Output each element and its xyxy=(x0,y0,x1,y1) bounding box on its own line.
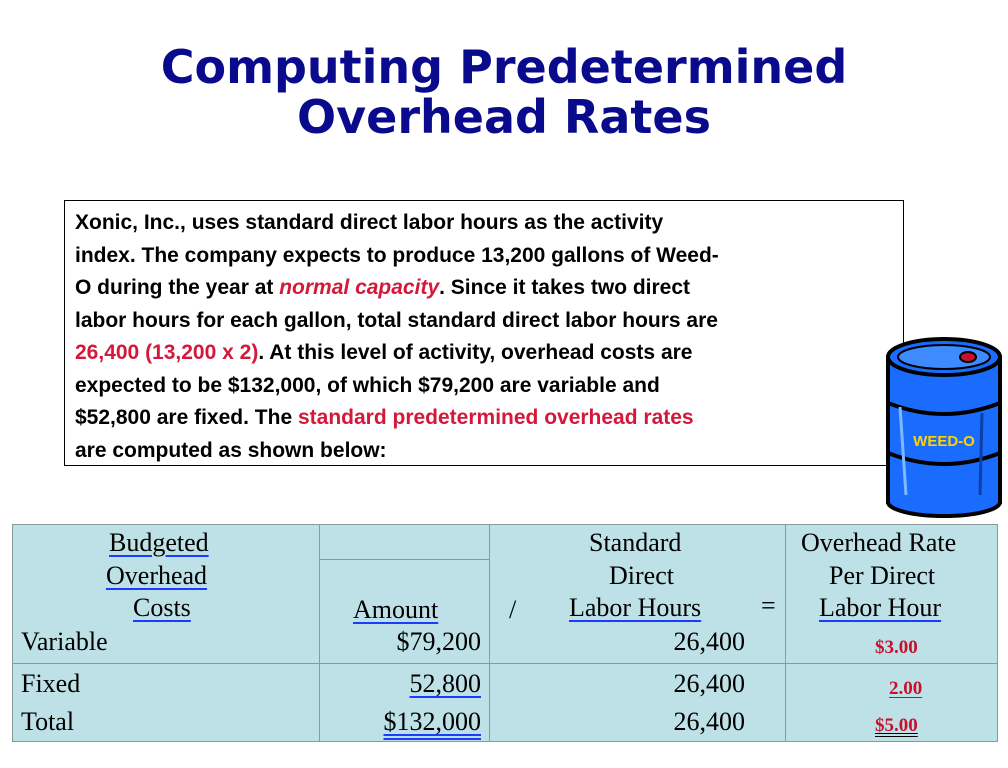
row-rate-fixed: 2.00 xyxy=(889,678,923,699)
intro-text: . At this level of activity, overhead co… xyxy=(258,341,693,364)
barrel-icon xyxy=(886,337,1002,518)
header-labor-hours: Labor Hours xyxy=(569,593,702,622)
title-line-2: Overhead Rates xyxy=(297,90,711,144)
intro-line-2: index. The company expects to produce 13… xyxy=(75,243,719,267)
row-amount-variable: $79,200 xyxy=(396,627,482,656)
table-divider xyxy=(13,663,997,664)
header-labor-hour: Labor Hour xyxy=(819,593,942,622)
intro-text: $52,800 are fixed. The xyxy=(75,406,298,429)
header-standard: Standard xyxy=(589,528,682,557)
table-divider xyxy=(319,559,489,560)
rates-highlight: standard predetermined overhead rates xyxy=(297,406,694,429)
row-hours-fixed: 26,400 xyxy=(673,669,746,698)
labor-hours-highlight: 26,400 (13,200 x 2) xyxy=(75,341,259,364)
row-hours-variable: 26,400 xyxy=(673,627,746,656)
row-label-fixed: Fixed xyxy=(21,669,81,698)
table-divider xyxy=(489,525,490,741)
row-rate-variable: $3.00 xyxy=(875,637,918,658)
intro-line-5: 26,400 (13,200 x 2). At this level of ac… xyxy=(75,337,893,370)
row-amount-fixed: 52,800 xyxy=(409,669,482,698)
header-overhead-rate: Overhead Rate xyxy=(801,528,957,557)
intro-text: . Since it takes two direct xyxy=(439,276,691,299)
equals-sign: = xyxy=(761,591,776,620)
table-divider xyxy=(785,525,786,741)
row-label-variable: Variable xyxy=(21,627,108,656)
header-amount: Amount xyxy=(353,595,439,624)
intro-text: O during the year at xyxy=(75,276,280,299)
intro-line-8: are computed as shown below: xyxy=(75,438,387,462)
header-direct: Direct xyxy=(609,561,674,590)
intro-line-4: labor hours for each gallon, total stand… xyxy=(75,308,718,332)
row-amount-total: $132,000 xyxy=(383,707,482,736)
barrel-label: WEED-O xyxy=(913,433,975,450)
row-rate-total: $5.00 xyxy=(875,715,918,736)
intro-line-3: O during the year at normal capacity. Si… xyxy=(75,272,893,305)
page-title: Computing Predetermined Overhead Rates xyxy=(0,42,1008,142)
normal-capacity-highlight: normal capacity xyxy=(279,276,440,299)
header-per-direct: Per Direct xyxy=(829,561,936,590)
title-line-1: Computing Predetermined xyxy=(160,40,848,94)
table-divider xyxy=(319,525,320,741)
weed-o-barrel-image: WEED-O xyxy=(882,335,1006,520)
intro-line-1: Xonic, Inc., uses standard direct labor … xyxy=(75,211,664,234)
intro-line-7: $52,800 are fixed. The standard predeter… xyxy=(75,402,893,435)
header-budgeted: Budgeted xyxy=(109,528,209,557)
header-costs: Costs xyxy=(133,593,191,622)
intro-textbox: Xonic, Inc., uses standard direct labor … xyxy=(64,200,904,466)
intro-line-6: expected to be $132,000, of which $79,20… xyxy=(75,373,660,397)
overhead-rate-table: Budgeted Overhead Costs Amount / Standar… xyxy=(12,524,998,742)
header-overhead: Overhead xyxy=(106,561,208,590)
divide-sign: / xyxy=(509,595,517,624)
row-label-total: Total xyxy=(21,707,75,736)
row-hours-total: 26,400 xyxy=(673,707,746,736)
